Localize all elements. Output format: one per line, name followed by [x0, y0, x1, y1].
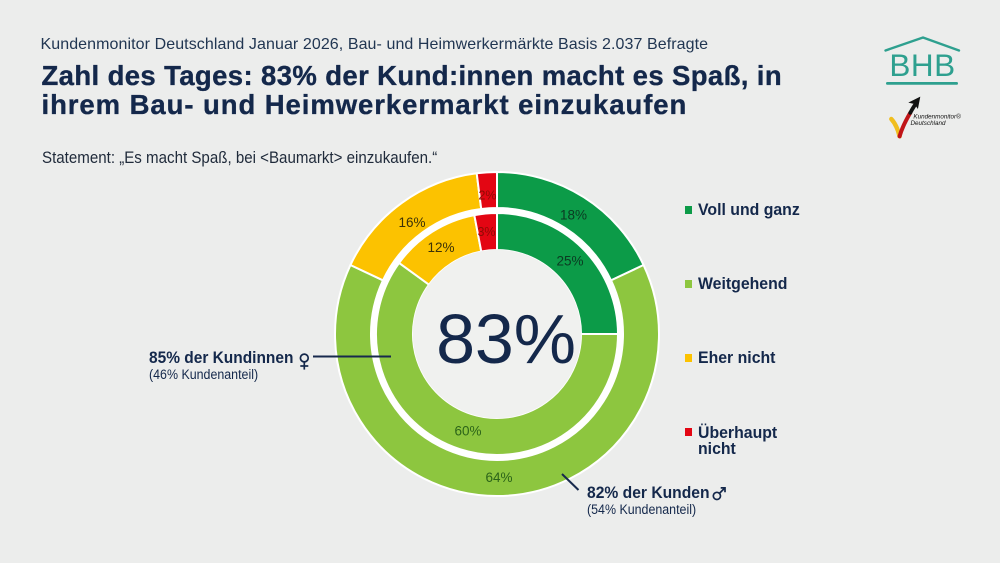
svg-text:3%: 3% — [477, 225, 495, 239]
svg-text:60%: 60% — [454, 424, 481, 439]
svg-text:25%: 25% — [556, 254, 583, 269]
svg-text:BHB: BHB — [889, 47, 955, 83]
svg-text:Kundenmonitor®: Kundenmonitor® — [913, 112, 961, 120]
svg-text:64%: 64% — [485, 470, 512, 485]
svg-text:16%: 16% — [398, 215, 425, 230]
svg-text:Deutschland: Deutschland — [911, 120, 947, 127]
svg-text:18%: 18% — [560, 208, 587, 223]
svg-text:2%: 2% — [478, 189, 496, 203]
svg-text:12%: 12% — [427, 240, 454, 255]
